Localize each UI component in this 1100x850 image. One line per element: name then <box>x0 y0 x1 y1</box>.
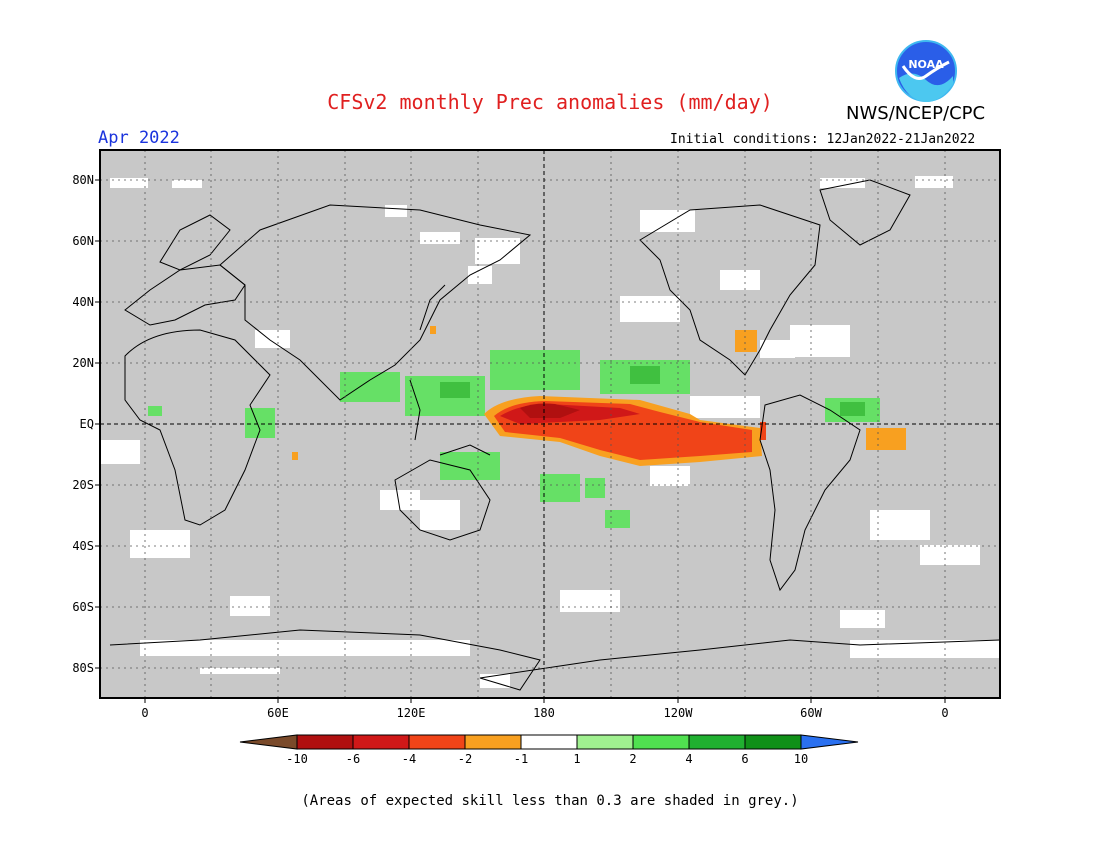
lat-label-60n: 60N <box>72 234 94 248</box>
colorbar-label: 6 <box>741 752 749 766</box>
lat-label-40s: 40S <box>72 539 94 553</box>
noaa-logo: NOAA <box>895 40 957 102</box>
map-title: CFSv2 monthly Prec anomalies (mm/day) <box>327 90 773 114</box>
lon-label-120w: 120W <box>663 706 693 720</box>
lat-label-60s: 60S <box>72 600 94 614</box>
enso-anomaly <box>292 326 906 466</box>
colorbar-label: 1 <box>573 752 581 766</box>
colorbar-label: -6 <box>345 752 361 766</box>
colorbar-label: -10 <box>286 752 308 766</box>
colorbar-swatch <box>800 734 859 750</box>
skill-footnote: (Areas of expected skill less than 0.3 a… <box>301 793 799 809</box>
graticule <box>100 150 1000 698</box>
colorbar-swatch <box>576 734 634 750</box>
colorbar-swatch <box>239 734 298 750</box>
colorbar-label: 2 <box>629 752 637 766</box>
colorbar-label: -2 <box>457 752 473 766</box>
green-dark-patches <box>440 366 865 416</box>
colorbar-label: -4 <box>401 752 417 766</box>
colorbar-swatch <box>296 734 354 750</box>
lon-label-60e: 60E <box>267 706 289 720</box>
lat-label-80n: 80N <box>72 173 94 187</box>
noaa-logo-text: NOAA <box>908 58 944 71</box>
coastlines <box>109 179 1001 691</box>
colorbar-label: 4 <box>685 752 693 766</box>
initial-conditions: Initial conditions: 12Jan2022-21Jan2022 <box>670 132 976 147</box>
colorbar-label: 10 <box>793 752 809 766</box>
lon-label-0: 0 <box>141 706 149 720</box>
forecast-month: Apr 2022 <box>98 128 180 148</box>
colorbar-swatch <box>352 734 410 750</box>
lat-label-20n: 20N <box>72 356 94 370</box>
lat-label-20s: 20S <box>72 478 94 492</box>
lon-label-180: 180 <box>533 706 555 720</box>
lon-label-120e: 120E <box>396 706 426 720</box>
colorbar-swatch <box>688 734 746 750</box>
ticks <box>95 179 946 703</box>
colorbar-swatch <box>632 734 690 750</box>
colorbar-label: -1 <box>513 752 529 766</box>
colorbar <box>239 734 859 750</box>
lat-label-80s: 80S <box>72 661 94 675</box>
white-patches <box>100 176 1000 688</box>
lat-label-40n: 40N <box>72 295 94 309</box>
agency-label: NWS/NCEP/CPC <box>846 103 986 124</box>
lat-label-eq: EQ <box>79 417 94 431</box>
lon-label-0-east: 0 <box>941 706 949 720</box>
colorbar-swatch <box>408 734 466 750</box>
lon-label-60w: 60W <box>800 706 822 720</box>
colorbar-swatch <box>464 734 522 750</box>
colorbar-swatch <box>520 734 578 750</box>
colorbar-swatch <box>744 734 802 750</box>
